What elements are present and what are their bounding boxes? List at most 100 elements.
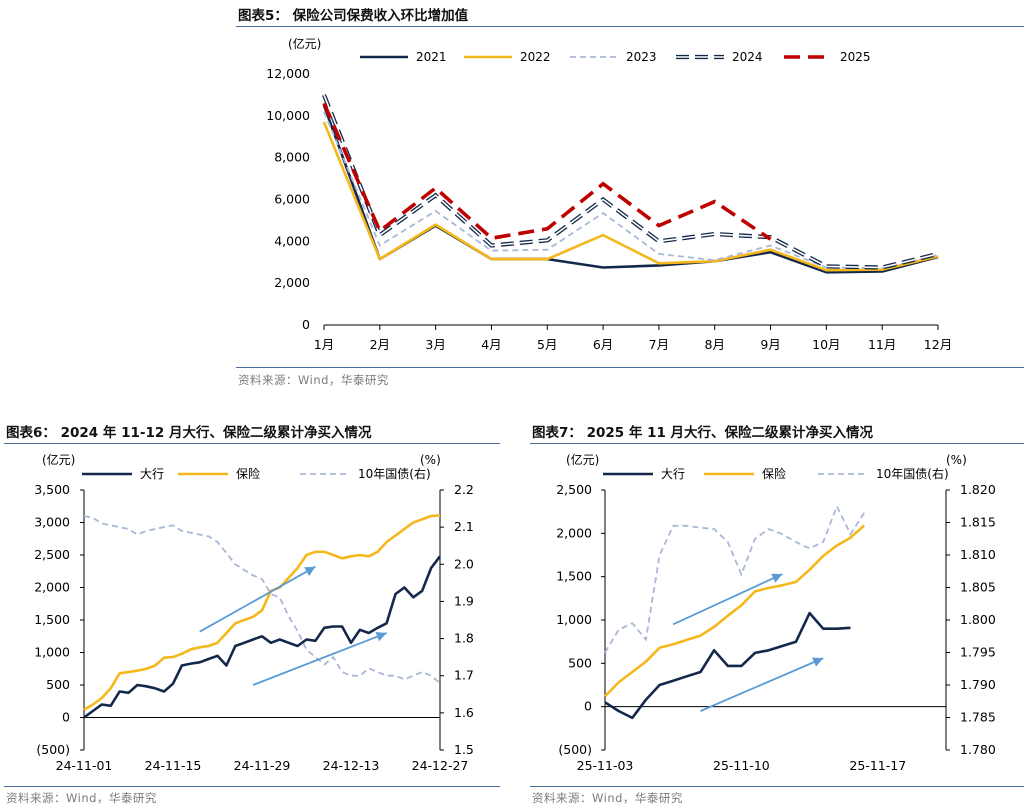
chart5-source-rule (236, 367, 1024, 368)
chart6-source-rule (4, 786, 500, 787)
c6-legend-label: 保险 (236, 466, 260, 481)
c7-ytick-left: 500 (568, 655, 592, 670)
c6-ytick-left: 3,000 (34, 515, 70, 530)
chart5-xtick-label: 6月 (593, 337, 613, 352)
c6-ytick-left: 2,000 (34, 580, 70, 595)
chart5-series-2022 (322, 121, 939, 272)
chart5-xtick-label: 4月 (481, 337, 501, 352)
chart7-title: 图表7： 2025 年 11 月大行、保险二级累计净买入情况 (532, 425, 874, 441)
chart5-ytick-label: 6,000 (274, 192, 310, 207)
chart6-plot: (亿元) (%) (500) 0 500 1,000 1,500 2,000 2,500 3,00… (34, 452, 474, 773)
c6-ytick-left: (500) (36, 742, 70, 757)
c6-ytick-right: 1.5 (454, 742, 474, 757)
c7-ytick-right: 1.820 (960, 482, 996, 497)
c7-ytick-left: 0 (584, 699, 592, 714)
chart5-ytick-label: 8,000 (274, 150, 310, 165)
c7-ytick-right: 1.810 (960, 547, 996, 562)
c6-trend-arrowhead (375, 631, 387, 642)
c7-trend-arrow (700, 657, 824, 712)
chart6-title-rule (4, 443, 500, 444)
chart5-ytick-label: 4,000 (274, 233, 310, 248)
c7-series-2 (604, 504, 865, 653)
c7-ytick-left: 2,500 (556, 482, 592, 497)
c7-series-1 (604, 524, 866, 698)
chart5-ytick-label: 10,000 (266, 108, 310, 123)
c7-ytick-left: 1,500 (556, 569, 592, 584)
chart5-series-2021 (322, 104, 939, 274)
c6-legend-label: 大行 (140, 467, 164, 481)
c6-legend-label: 10年国债(右) (358, 466, 431, 481)
c7-unit-right: (%) (946, 453, 967, 467)
chart7-source-rule (530, 786, 1024, 787)
c6-ytick-left: 2,500 (34, 547, 70, 562)
c6-trend-arrowhead (304, 566, 316, 576)
chart5-ytick-label: 2,000 (274, 275, 310, 290)
c6-unit-left: (亿元) (42, 452, 75, 467)
c6-ytick-right: 1.6 (454, 705, 474, 720)
chart5-legend-label: 2022 (520, 50, 551, 64)
chart5-legend-label: 2021 (416, 50, 447, 64)
c7-xtick-label: 25-11-03 (577, 758, 634, 773)
chart5-series-2023 (323, 111, 939, 270)
chart5-xtick-label: 12月 (924, 337, 952, 352)
chart5-xtick-label: 11月 (868, 337, 896, 352)
chart5-legend-label: 2025 (840, 50, 871, 64)
chart7-title-rule (530, 443, 1024, 444)
chart5-series-2024 (322, 94, 939, 270)
chart5-xtick-label: 5月 (537, 337, 557, 352)
chart5-title: 图表5： 保险公司保费收入环比增加值 (238, 8, 469, 24)
c6-xtick-label: 24-12-13 (323, 758, 380, 773)
c7-trend-arrowhead (812, 657, 824, 667)
chart5-xtick-label: 8月 (705, 337, 725, 352)
c7-unit-left: (亿元) (566, 452, 599, 467)
chart5-xtick-label: 3月 (425, 337, 445, 352)
c6-ytick-left: 500 (46, 677, 70, 692)
c6-ytick-right: 2.2 (454, 482, 474, 497)
c6-ytick-right: 2.1 (454, 519, 474, 534)
c6-ytick-right: 2.0 (454, 556, 474, 571)
c6-unit-right: (%) (420, 453, 441, 467)
chart5-unit-label: (亿元) (288, 36, 321, 51)
c6-ytick-right: 1.9 (454, 593, 474, 608)
c7-series-0 (604, 611, 851, 720)
c7-ytick-right: 1.800 (960, 612, 996, 627)
c7-ytick-right: 1.785 (960, 710, 996, 725)
c7-ytick-right: 1.780 (960, 742, 996, 757)
c7-trend-arrow (672, 573, 783, 626)
c7-ytick-right: 1.805 (960, 580, 996, 595)
chart5-xtick-label: 7月 (649, 337, 669, 352)
c6-series-0 (83, 555, 442, 719)
c6-ytick-right: 1.7 (454, 668, 474, 683)
chart6-source: 资料来源：Wind，华泰研究 (6, 791, 157, 805)
chart5-xtick-label: 2月 (370, 337, 390, 352)
c7-xtick-label: 25-11-17 (849, 758, 906, 773)
c7-legend-label: 保险 (762, 466, 786, 481)
chart5-ytick-label: 0 (302, 317, 310, 332)
c7-legend-label: 大行 (661, 467, 685, 481)
chart5-legend-label: 2023 (626, 50, 657, 64)
c7-trend-arrowhead (771, 573, 783, 583)
c6-ytick-right: 1.8 (454, 631, 474, 646)
c6-series-2 (83, 515, 441, 684)
c7-ytick-left: 2,000 (556, 525, 592, 540)
c7-ytick-right: 1.790 (960, 677, 996, 692)
c6-xtick-label: 24-11-01 (56, 758, 113, 773)
chart5-xtick-label: 1月 (314, 337, 334, 352)
c7-xtick-label: 25-11-10 (713, 758, 770, 773)
c7-ytick-left: 1,000 (556, 612, 592, 627)
c6-xtick-label: 24-11-15 (145, 758, 202, 773)
chart5-ytick-label: 12,000 (266, 66, 310, 81)
chart5-xtick-label: 10月 (812, 337, 840, 352)
chart5-source: 资料来源：Wind，华泰研究 (238, 373, 389, 387)
chart5-plot: (亿元) 0 2,000 4,000 6,000 8,000 10,000 12,000 1月 2… (266, 36, 952, 352)
chart7-plot: (亿元) (%) (500) 0 500 1,000 1,500 2,000 2,500 1.78… (556, 452, 996, 773)
c7-ytick-right: 1.795 (960, 645, 996, 660)
c6-trend-arrow (252, 632, 387, 686)
c7-ytick-right: 1.815 (960, 515, 996, 530)
c6-ytick-left: 0 (62, 710, 70, 725)
chart6-title: 图表6： 2024 年 11-12 月大行、保险二级累计净买入情况 (6, 425, 372, 441)
chart5-xtick-label: 9月 (760, 337, 780, 352)
chart5-legend-label: 2024 (732, 50, 763, 64)
chart5-title-rule (236, 26, 1024, 27)
c6-xtick-label: 24-11-29 (234, 758, 291, 773)
